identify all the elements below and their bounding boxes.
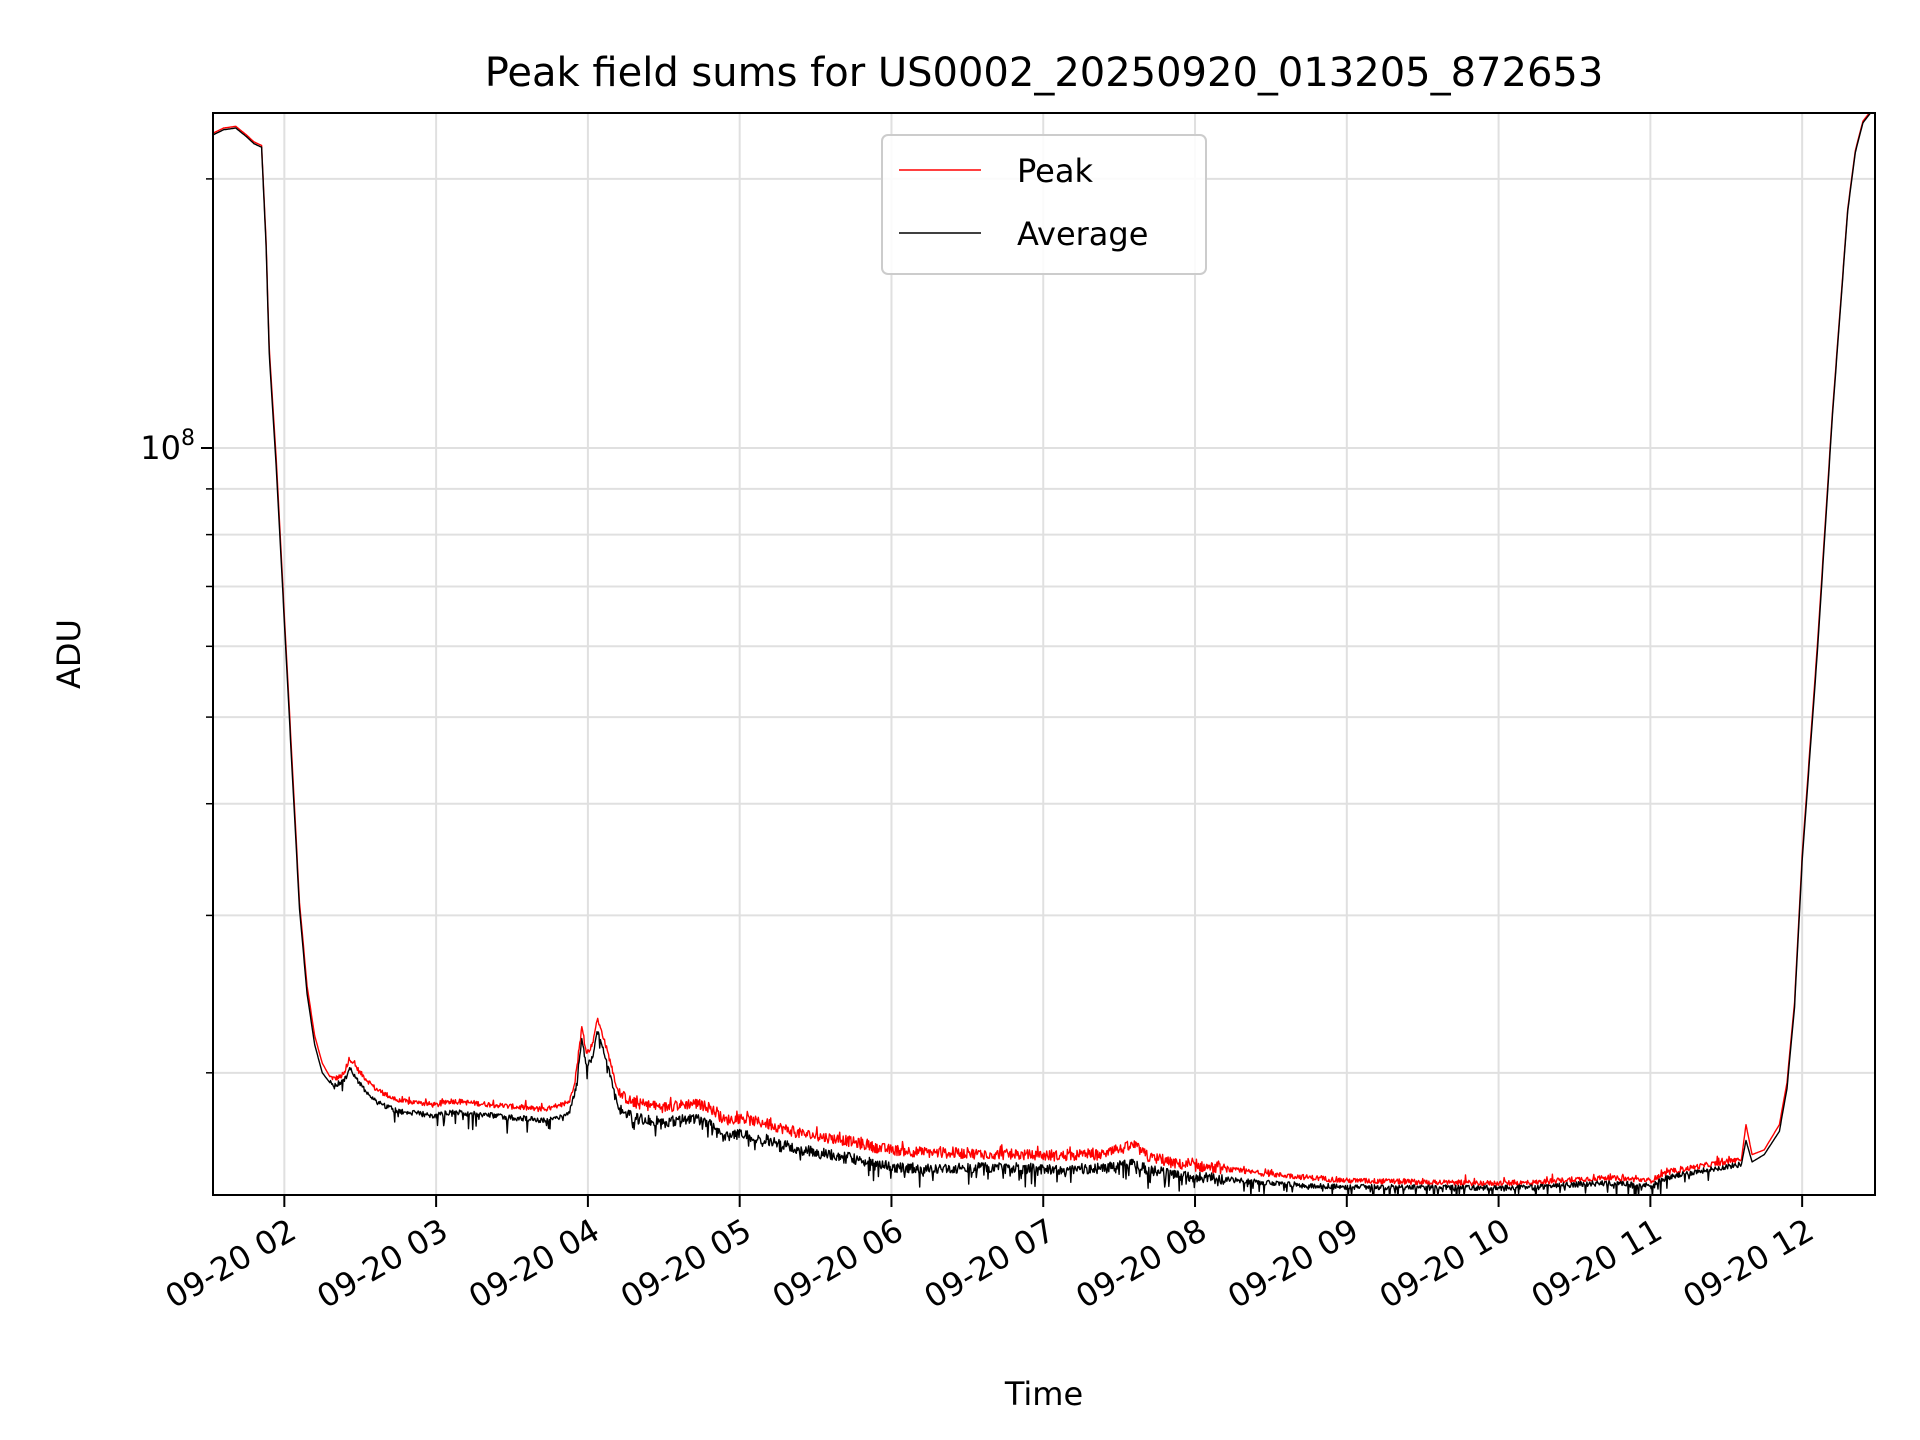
legend-peak-label: Peak <box>1017 152 1093 190</box>
y-tick-label-exponent: 8 <box>181 426 195 451</box>
chart-title: Peak field sums for US0002_20250920_0132… <box>485 50 1604 96</box>
series-group <box>213 113 1872 1195</box>
grid <box>213 113 1875 1195</box>
series-line-average <box>213 113 1872 1195</box>
x-axis-label: Time <box>1004 1375 1083 1413</box>
series-line-peak <box>213 113 1871 1187</box>
legend-average-label: Average <box>1017 215 1148 253</box>
legend: Peak Average <box>881 134 1207 275</box>
y-tick-label: 108 <box>140 426 195 467</box>
y-axis-label: ADU <box>50 619 88 689</box>
y-tick-label-base: 10 <box>140 429 181 467</box>
